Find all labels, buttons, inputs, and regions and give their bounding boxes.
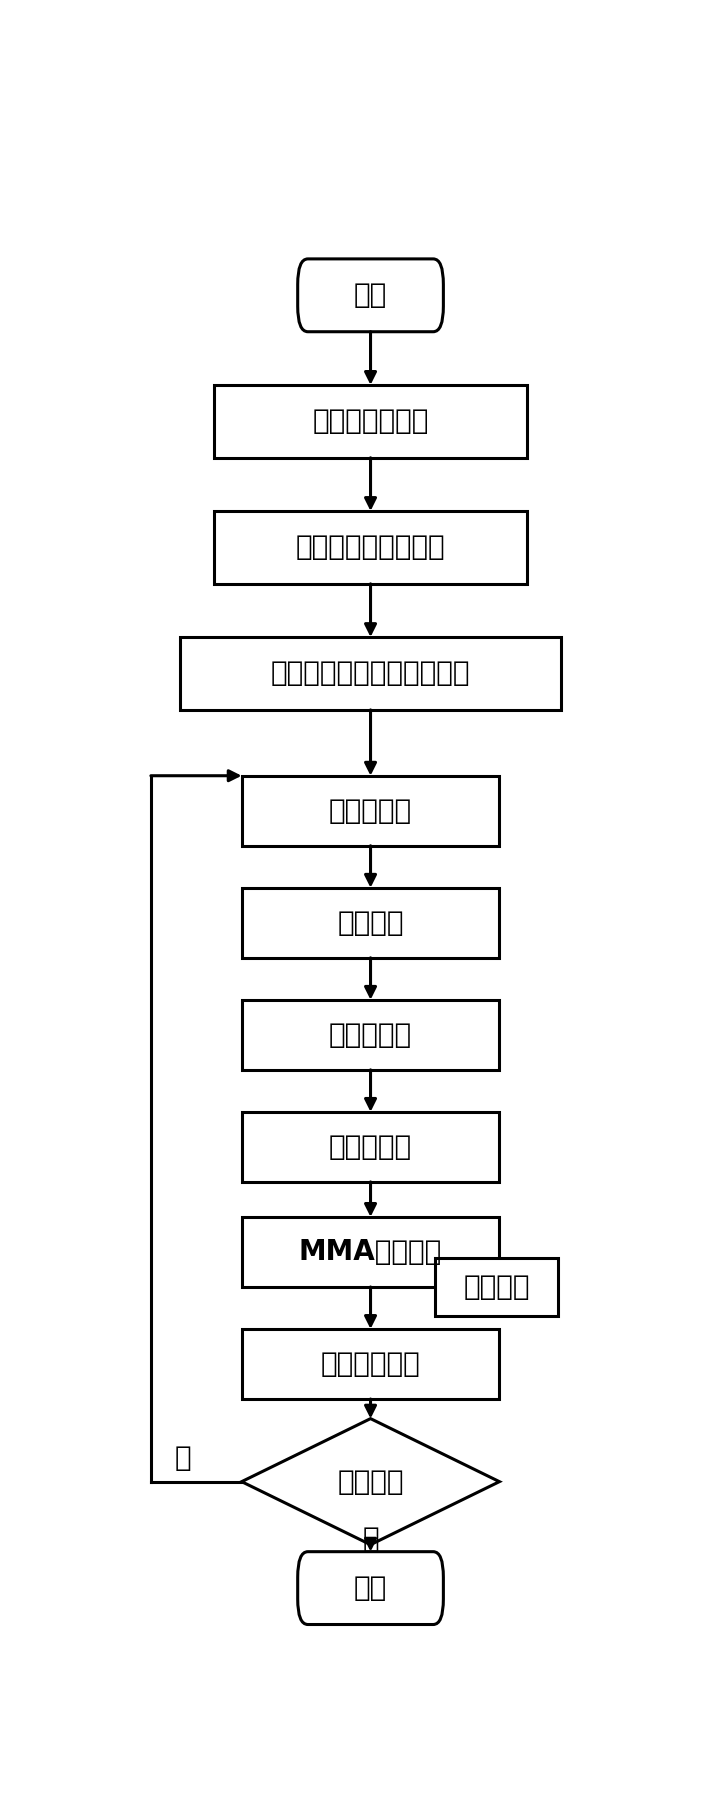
Bar xyxy=(180,637,561,709)
Text: 确定热源、热沉位置: 确定热源、热沉位置 xyxy=(296,533,445,562)
Bar xyxy=(241,775,500,846)
Text: 优化模型: 优化模型 xyxy=(338,910,403,937)
Bar xyxy=(214,511,528,584)
Bar xyxy=(435,1257,558,1317)
FancyBboxPatch shape xyxy=(298,258,443,331)
Text: 水平集函数: 水平集函数 xyxy=(329,797,412,824)
Text: MMA优化求解: MMA优化求解 xyxy=(299,1239,442,1266)
Bar xyxy=(241,1330,500,1399)
Bar xyxy=(241,1111,500,1182)
Bar xyxy=(241,1000,500,1070)
Bar xyxy=(241,888,500,959)
Bar xyxy=(241,1217,500,1288)
Text: 结束: 结束 xyxy=(354,1573,387,1603)
Text: 是: 是 xyxy=(362,1524,379,1553)
Bar xyxy=(214,386,528,458)
Text: 否: 否 xyxy=(174,1444,191,1472)
Text: 离散环境形成有限元基结构: 离散环境形成有限元基结构 xyxy=(271,660,470,688)
Text: 热传导问题等效: 热传导问题等效 xyxy=(312,407,429,435)
Text: 开始: 开始 xyxy=(354,282,387,309)
Text: 灵敏度分析: 灵敏度分析 xyxy=(329,1133,412,1161)
Polygon shape xyxy=(241,1419,500,1544)
FancyBboxPatch shape xyxy=(298,1552,443,1624)
Text: 冷却通道生长: 冷却通道生长 xyxy=(321,1350,420,1379)
Text: 有限差分: 有限差分 xyxy=(463,1273,530,1301)
Text: 到达热沉: 到达热沉 xyxy=(338,1468,403,1495)
Text: 有限元计算: 有限元计算 xyxy=(329,1020,412,1050)
